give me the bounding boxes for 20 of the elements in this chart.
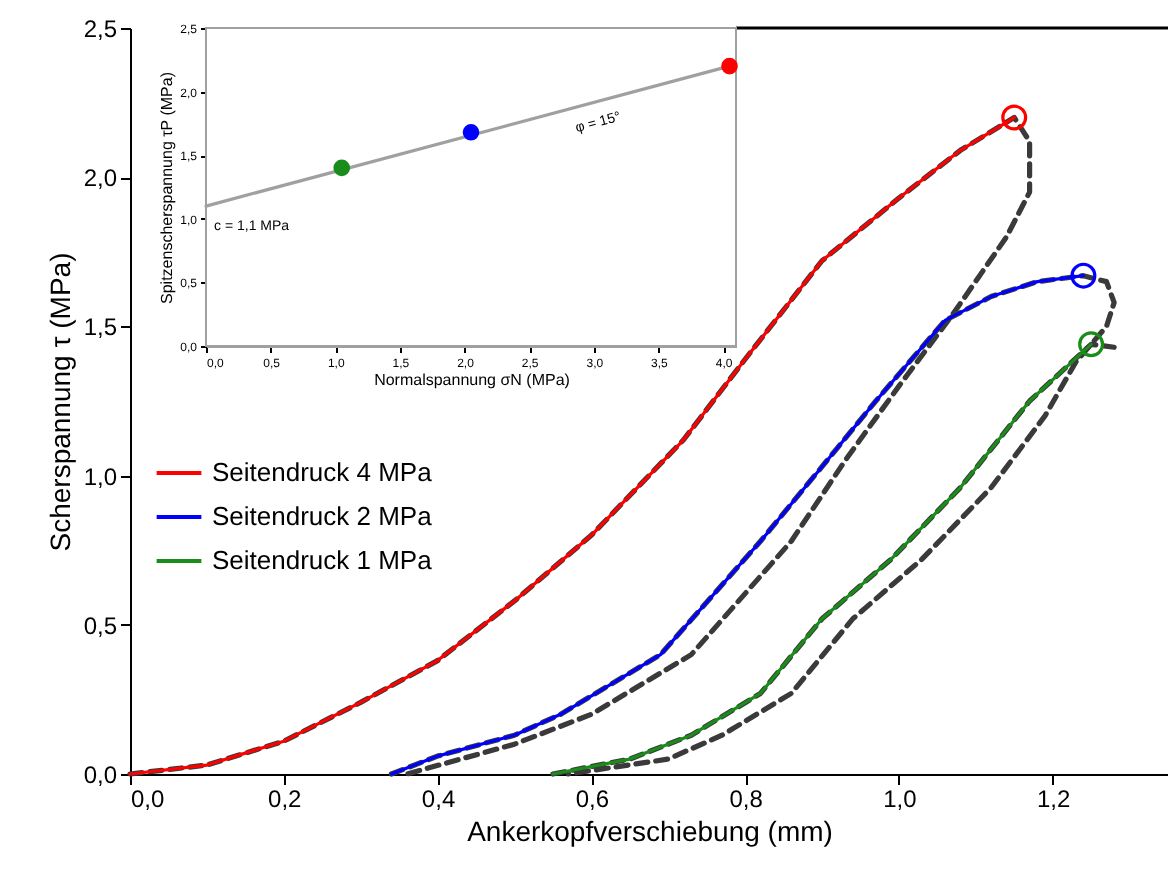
legend-label: Seitendruck 1 MPa bbox=[212, 545, 434, 575]
x-tick-label: 0,6 bbox=[575, 785, 610, 813]
y-tick-label: 1,5 bbox=[83, 313, 118, 342]
x-tick-label: 1,0 bbox=[883, 785, 918, 813]
y-tick-label: 0,0 bbox=[83, 761, 118, 789]
y-axis-title: Spitzenscherspannung τP (MPa) bbox=[158, 71, 177, 304]
x-tick-label: 0,0 bbox=[131, 785, 166, 813]
legend-label: Seitendruck 2 MPa bbox=[212, 501, 434, 531]
x-tick-label: 0,8 bbox=[729, 785, 764, 813]
x-axis-title: Ankerkopfverschiebung (mm) bbox=[467, 815, 833, 847]
x-tick-label: 1,2 bbox=[1036, 785, 1071, 813]
x-tick-label: 0,2 bbox=[268, 785, 303, 813]
y-axis-title: Scherspannung τ (MPa) bbox=[43, 252, 76, 552]
x-axis-title: Normalspannung σN (MPa) bbox=[374, 371, 571, 389]
y-tick-label: 2,0 bbox=[83, 164, 118, 193]
y-tick-label: 2,5 bbox=[83, 15, 118, 43]
y-tick-label: 1,0 bbox=[83, 462, 118, 491]
y-tick-label: 0,5 bbox=[83, 611, 118, 640]
x-tick-label: 0,4 bbox=[421, 785, 456, 813]
legend-label: Seitendruck 4 MPa bbox=[212, 457, 434, 487]
